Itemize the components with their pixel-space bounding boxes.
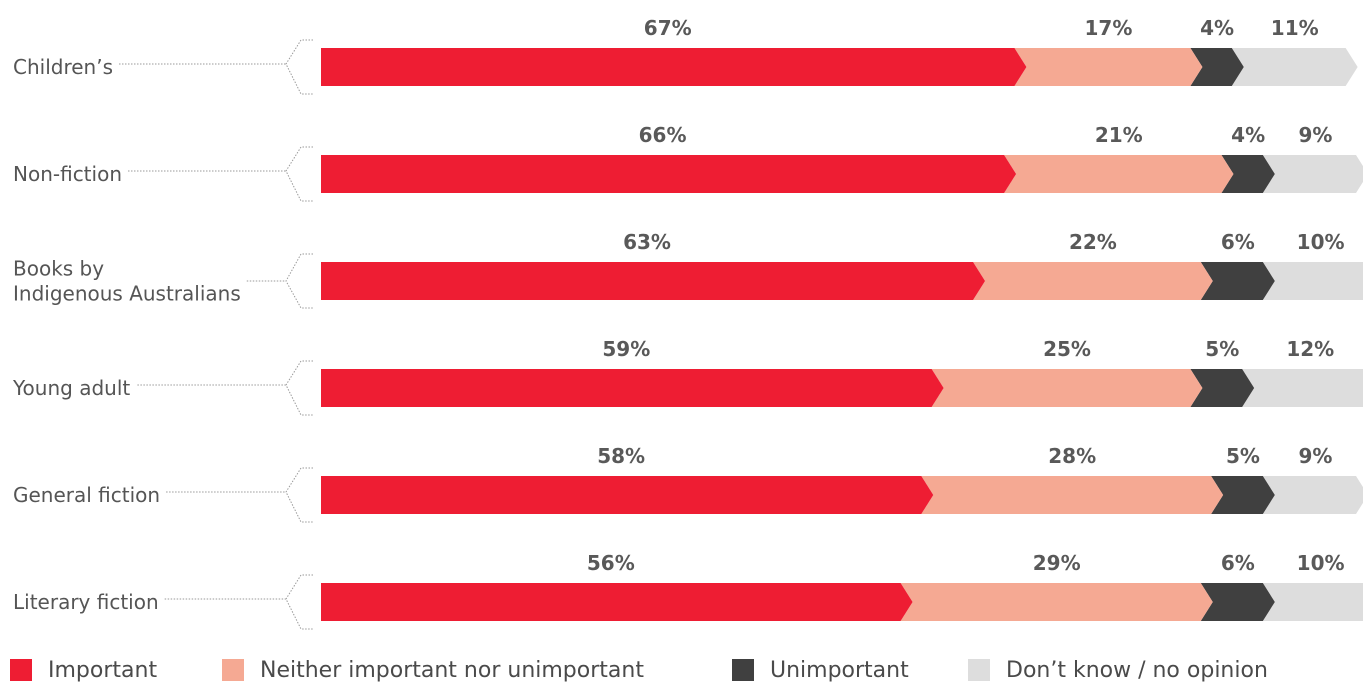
bar-literary-fiction-neither [900, 583, 1213, 621]
bracket-books-by-indigenous-australians [285, 253, 313, 309]
legend-swatch-dont-know [968, 659, 990, 681]
legend-swatch-neither [222, 659, 244, 681]
category-label-books-by-indigenous-australians: Books by Indigenous Australians [13, 257, 241, 306]
bar-literary-fiction-dont-know [1262, 583, 1363, 621]
bracket-literary-fiction [285, 574, 313, 630]
value-labels: 11% 4% 17% 67% 9% 4% 21% 66% 10% 6% 22% 63% 12% 5% 25%… [587, 16, 1345, 575]
bar-literary-fiction-important [321, 583, 913, 621]
legend-item-neither: Neither important nor unimportant [222, 650, 644, 690]
bar-non-fiction-dont-know [1262, 155, 1363, 193]
bar-books-by-indigenous-australians-dont-know [1262, 262, 1363, 300]
bar-general-fiction-dont-know [1262, 476, 1363, 514]
bar-young-adult-neither [931, 369, 1203, 407]
bar-non-fiction-unimportant [1221, 155, 1275, 193]
value-label-non-fiction-dont-know: 9% [1298, 123, 1332, 147]
value-label-books-by-indigenous-australians-unimportant: 6% [1221, 230, 1255, 254]
legend-label-important: Important [48, 657, 158, 683]
value-label-non-fiction-unimportant: 4% [1231, 123, 1265, 147]
value-label-young-adult-dont-know: 12% [1286, 337, 1334, 361]
value-label-general-fiction-neither: 28% [1048, 444, 1096, 468]
legend-swatch-unimportant [732, 659, 754, 681]
legend-item-dont-know: Don’t know / no opinion [968, 650, 1268, 690]
value-label-literary-fiction-unimportant: 6% [1221, 551, 1255, 575]
value-label-young-adult-neither: 25% [1043, 337, 1091, 361]
legend: Important Neither important nor unimport… [0, 650, 1363, 690]
category-label-children-s: Children’s [13, 55, 113, 79]
category-label-young-adult: Young adult [12, 376, 130, 400]
bar-non-fiction-important [321, 155, 1017, 193]
bar-young-adult-unimportant [1190, 369, 1255, 407]
value-label-general-fiction-unimportant: 5% [1226, 444, 1260, 468]
bracket-general-fiction [285, 467, 313, 523]
category-label-literary-fiction: Literary fiction [13, 590, 159, 614]
bracket-children-s [285, 39, 313, 95]
bar-books-by-indigenous-australians-neither [973, 262, 1213, 300]
bars [321, 48, 1363, 621]
category-label-general-fiction: General fiction [13, 483, 160, 507]
legend-item-important: Important [10, 650, 157, 690]
bar-general-fiction-neither [921, 476, 1224, 514]
bar-literary-fiction-unimportant [1200, 583, 1275, 621]
value-label-young-adult-unimportant: 5% [1205, 337, 1239, 361]
bar-books-by-indigenous-australians-unimportant [1200, 262, 1275, 300]
value-label-literary-fiction-important: 56% [587, 551, 635, 575]
value-label-children-s-dont-know: 11% [1271, 16, 1319, 40]
bar-children-s-unimportant [1190, 48, 1244, 86]
bar-general-fiction-important [321, 476, 934, 514]
bar-young-adult-important [321, 369, 944, 407]
bar-children-s-important [321, 48, 1027, 86]
value-label-non-fiction-important: 66% [639, 123, 687, 147]
bar-non-fiction-neither [1004, 155, 1234, 193]
stacked-bar-chart: Children’s Non-fiction Books by Indigenous … [12, 16, 1363, 630]
value-label-children-s-neither: 17% [1084, 16, 1132, 40]
value-label-children-s-unimportant: 4% [1200, 16, 1234, 40]
value-label-general-fiction-important: 58% [597, 444, 645, 468]
legend-item-unimportant: Unimportant [732, 650, 909, 690]
legend-label-dont-know: Don’t know / no opinion [1006, 657, 1268, 683]
bar-children-s-neither [1014, 48, 1203, 86]
value-label-children-s-important: 67% [644, 16, 692, 40]
legend-label-unimportant: Unimportant [770, 657, 909, 683]
bracket-non-fiction [285, 146, 313, 202]
value-label-general-fiction-dont-know: 9% [1298, 444, 1332, 468]
value-label-books-by-indigenous-australians-important: 63% [623, 230, 671, 254]
value-label-non-fiction-neither: 21% [1095, 123, 1143, 147]
bar-general-fiction-unimportant [1211, 476, 1275, 514]
value-label-literary-fiction-neither: 29% [1033, 551, 1081, 575]
value-label-books-by-indigenous-australians-dont-know: 10% [1297, 230, 1345, 254]
value-label-young-adult-important: 59% [602, 337, 650, 361]
bracket-young-adult [285, 360, 313, 416]
category-labels: Children’s Non-fiction Books by Indigenous … [12, 39, 313, 630]
legend-label-neither: Neither important nor unimportant [260, 657, 644, 683]
value-label-books-by-indigenous-australians-neither: 22% [1069, 230, 1117, 254]
category-label-non-fiction: Non-fiction [13, 162, 122, 186]
bar-books-by-indigenous-australians-important [321, 262, 986, 300]
value-label-literary-fiction-dont-know: 10% [1297, 551, 1345, 575]
bar-young-adult-dont-know [1242, 369, 1363, 407]
legend-swatch-important [10, 659, 32, 681]
bar-children-s-dont-know [1231, 48, 1358, 86]
